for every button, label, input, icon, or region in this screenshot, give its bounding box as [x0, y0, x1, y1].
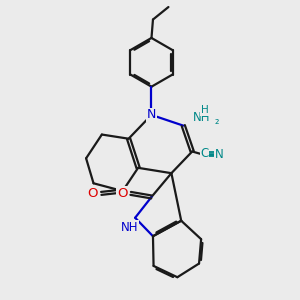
Text: O: O	[88, 187, 98, 200]
Text: NH: NH	[193, 111, 211, 124]
Text: NH: NH	[121, 221, 139, 234]
Text: N: N	[147, 108, 156, 122]
Text: H: H	[201, 105, 208, 115]
Text: O: O	[117, 187, 128, 200]
Text: C: C	[201, 147, 209, 161]
Text: ₂: ₂	[215, 116, 219, 127]
Text: N: N	[214, 148, 223, 161]
